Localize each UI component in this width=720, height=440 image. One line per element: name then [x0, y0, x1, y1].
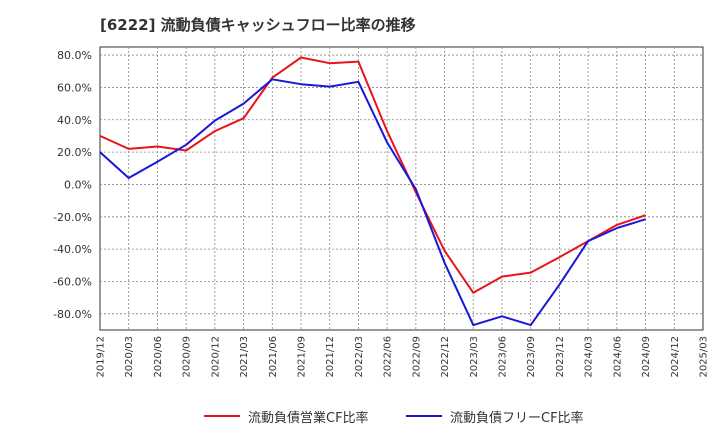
- x-tick-label: 2020/12: [210, 336, 221, 378]
- x-tick-label: 2020/03: [124, 336, 135, 378]
- y-tick-label: -80.0%: [53, 308, 92, 321]
- x-tick-label: 2020/09: [182, 336, 193, 378]
- y-tick-label: -20.0%: [53, 211, 92, 224]
- x-tick-label: 2021/06: [268, 336, 279, 378]
- x-tick-label: 2023/12: [555, 336, 566, 378]
- x-tick-label: 2020/06: [153, 336, 164, 378]
- x-tick-label: 2024/09: [641, 336, 652, 378]
- x-tick-label: 2022/06: [383, 336, 394, 378]
- y-tick-label: 60.0%: [57, 81, 92, 94]
- x-tick-label: 2021/03: [239, 336, 250, 378]
- x-tick-label: 2023/06: [498, 336, 509, 378]
- legend-label-free-cf: 流動負債フリーCF比率: [450, 411, 584, 426]
- x-tick-label: 2022/12: [440, 336, 451, 378]
- series-line-0: [99, 56, 646, 294]
- chart-title: [6222] 流動負債キャッシュフロー比率の推移: [100, 16, 416, 34]
- series-lines: [99, 56, 646, 327]
- series-line-1: [99, 78, 646, 327]
- legend-swatch-free-cf: [406, 415, 442, 417]
- x-tick-label: 2019/12: [96, 336, 107, 378]
- y-tick-label: 0.0%: [64, 178, 92, 191]
- legend-label-operating-cf: 流動負債営業CF比率: [248, 411, 369, 426]
- x-tick-label: 2021/12: [325, 336, 336, 378]
- y-tick-label: -60.0%: [53, 275, 92, 288]
- x-tick-label: 2023/03: [469, 336, 480, 378]
- x-tick-label: 2024/06: [612, 336, 623, 378]
- x-axis-ticks: 2019/12 2020/03 2020/06 2020/09 2020/12 2021/…: [96, 336, 710, 378]
- legend-swatch-operating-cf: [204, 415, 240, 417]
- plot-area: [99, 46, 704, 331]
- y-axis-ticks: 80.0% 60.0% 40.0% 20.0% 0.0% -20.0% -40.0% -60.…: [53, 49, 92, 321]
- x-tick-label: 2022/03: [354, 336, 365, 378]
- x-tick-label: 2023/09: [526, 336, 537, 378]
- x-tick-label: 2021/09: [297, 336, 308, 378]
- x-tick-label: 2024/03: [584, 336, 595, 378]
- x-tick-label: 2024/12: [670, 336, 681, 378]
- y-tick-label: 20.0%: [57, 146, 92, 159]
- legend: 流動負債営業CF比率 流動負債フリーCF比率: [0, 404, 720, 428]
- y-tick-label: -40.0%: [53, 243, 92, 256]
- x-tick-label: 2025/03: [699, 336, 710, 378]
- y-tick-label: 80.0%: [57, 49, 92, 62]
- y-tick-label: 40.0%: [57, 114, 92, 127]
- x-tick-label: 2022/09: [411, 336, 422, 378]
